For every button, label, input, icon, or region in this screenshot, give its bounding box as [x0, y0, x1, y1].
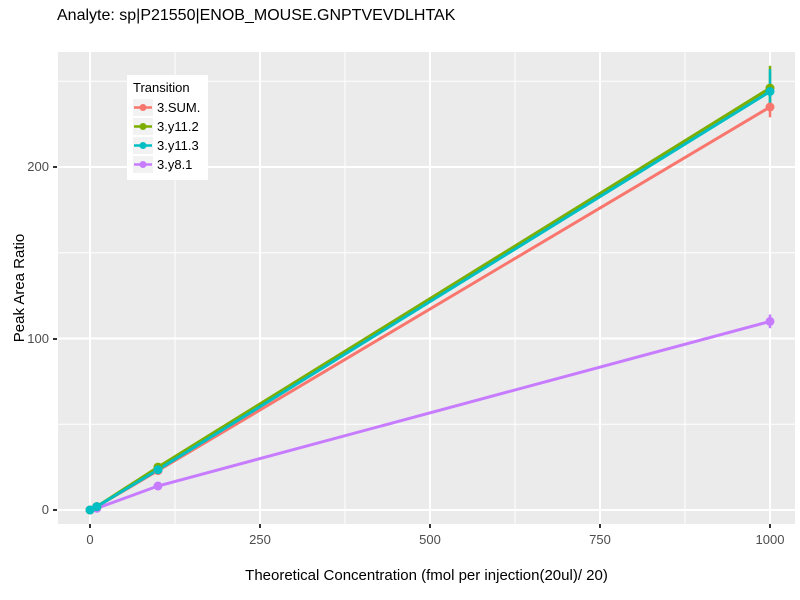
x-tick-label: 250 [249, 532, 271, 547]
x-tick-mark [429, 524, 431, 528]
y-tick-label: 0 [41, 502, 49, 517]
y-tick-label: 100 [27, 330, 49, 346]
y-tick-mark [53, 509, 57, 511]
data-point-3.y8.1 [765, 316, 775, 326]
x-tick-mark [599, 524, 601, 528]
x-tick-mark [89, 524, 91, 528]
x-tick-label: 500 [419, 532, 441, 547]
x-tick-mark [769, 524, 771, 528]
legend-key-icon [133, 118, 153, 135]
y-tick-mark [53, 166, 57, 168]
data-point-3.y11.3 [92, 502, 102, 512]
y-tick-mark [53, 337, 57, 340]
data-point-3.y11.3 [85, 505, 95, 515]
y-tick-label: 200 [27, 159, 49, 174]
y-axis-title: Peak Area Ratio [11, 233, 28, 343]
legend-key-icon [133, 137, 153, 154]
legend-entry-label: 3.y11.2 [157, 119, 199, 134]
legend-entry-label: 3.y11.3 [157, 138, 199, 153]
legend-key-icon [133, 156, 153, 173]
data-point-3.y11.3 [153, 465, 163, 475]
data-point-3.y11.3 [765, 87, 775, 96]
legend-entry-3.SUM.: 3.SUM. [133, 98, 200, 117]
legend-entries: 3.SUM. 3.y11.2 3.y11.3 3.y8.1 [133, 98, 200, 174]
data-point-3.y8.1 [153, 481, 163, 491]
x-tick-label: 1000 [755, 532, 785, 547]
x-axis-title: Theoretical Concentration (fmol per inje… [245, 567, 608, 584]
legend-entry-label: 3.y8.1 [157, 157, 193, 172]
x-tick-label: 750 [589, 532, 611, 547]
legend-entry-3.y11.3: 3.y11.3 [133, 136, 200, 155]
legend-key-icon [133, 99, 153, 116]
legend-entry-3.y8.1: 3.y8.1 [133, 155, 200, 174]
legend: Transition 3.SUM. 3.y11.2 3.y11.3 3.y8.1 [127, 75, 209, 180]
chart-title: Analyte: sp|P21550|ENOB_MOUSE.GNPTVEVDLH… [57, 7, 456, 24]
legend-entry-label: 3.SUM. [157, 100, 201, 115]
x-tick-mark [259, 524, 261, 528]
legend-entry-3.y11.2: 3.y11.2 [133, 117, 200, 136]
data-point-3.SUM. [765, 102, 775, 112]
legend-title: Transition [133, 80, 190, 95]
x-tick-label: 0 [86, 532, 94, 547]
